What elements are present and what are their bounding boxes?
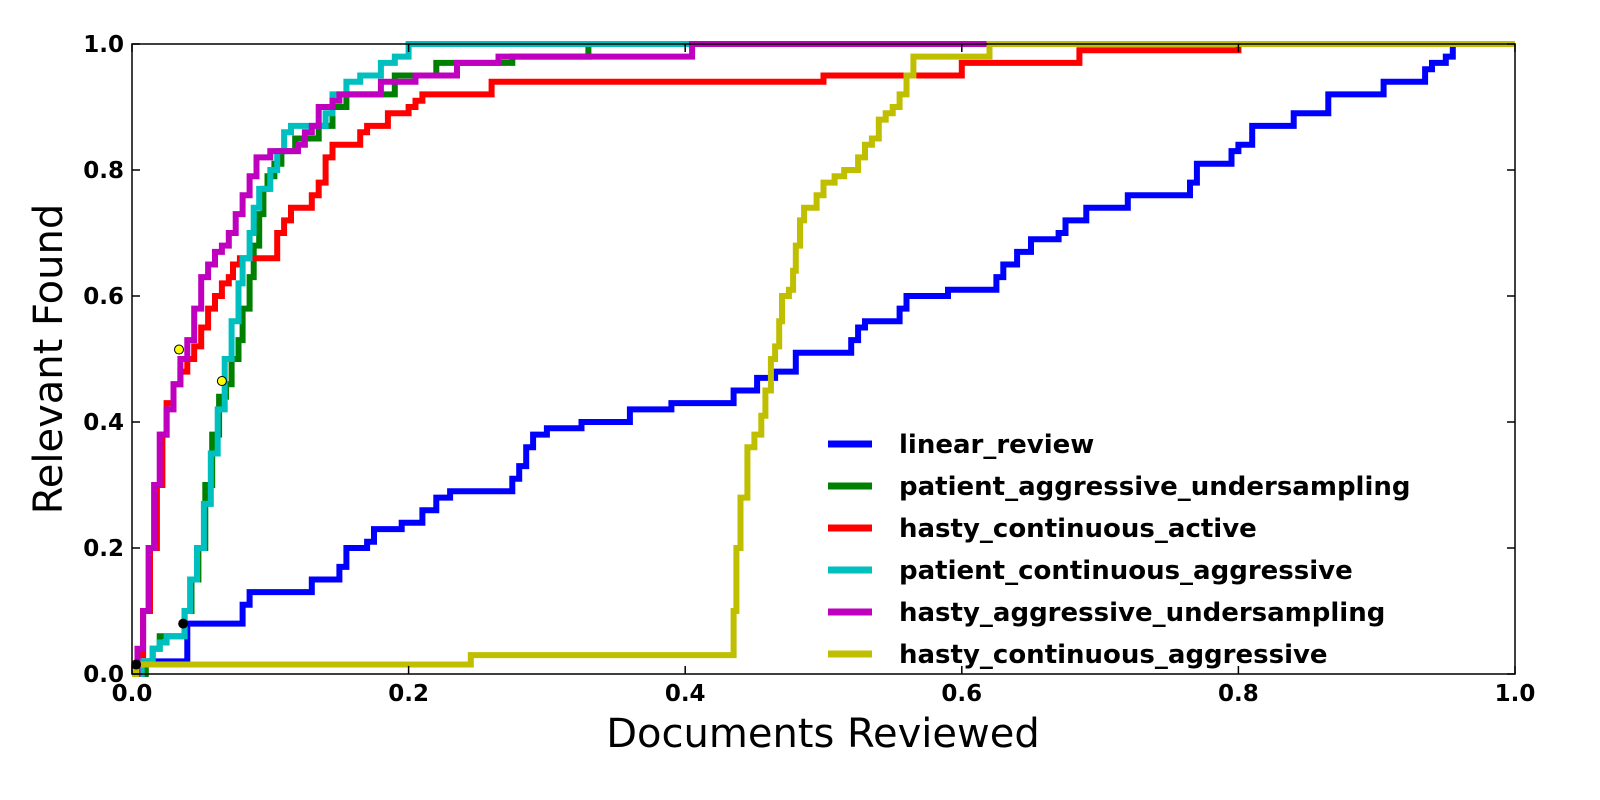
legend: linear_review patient_aggressive_undersam… <box>828 430 1411 670</box>
y-tick-label: 0.0 <box>83 662 124 688</box>
x-tick-label: 0.2 <box>388 681 429 707</box>
axis-ticks: 0.0 0.2 0.4 0.6 0.8 1.0 0.0 0.2 0.4 0.6 0.8 1.0 <box>83 32 1535 707</box>
legend-label: patient_continuous_aggressive <box>899 556 1353 586</box>
x-tick-label: 0.8 <box>1218 681 1259 707</box>
x-axis-label: Documents Reviewed <box>606 711 1040 757</box>
y-tick-label: 0.4 <box>83 410 124 436</box>
legend-label: linear_review <box>899 430 1094 460</box>
point-marker <box>178 618 189 629</box>
series-line-patient_continuous_aggressive <box>132 41 1515 677</box>
series-line-hasty_aggressive_undersampling <box>132 41 1515 677</box>
point-marker <box>174 344 185 355</box>
y-tick-label: 0.8 <box>83 158 124 184</box>
point-marker <box>216 376 227 387</box>
series-lines <box>132 41 1515 677</box>
point-markers <box>131 344 227 670</box>
x-tick-label: 0.6 <box>941 681 982 707</box>
legend-label: hasty_aggressive_undersampling <box>899 598 1385 628</box>
y-axis-label: Relevant Found <box>26 204 72 514</box>
legend-label: hasty_continuous_active <box>899 514 1257 544</box>
legend-label: patient_aggressive_undersampling <box>899 472 1411 502</box>
plot-frame <box>131 43 1516 675</box>
x-tick-label: 0.4 <box>665 681 706 707</box>
y-tick-label: 0.6 <box>83 284 124 310</box>
series-line-linear_review <box>132 41 1515 677</box>
y-tick-label: 0.2 <box>83 536 124 562</box>
x-tick-label: 1.0 <box>1495 681 1536 707</box>
plot-area <box>132 44 1515 674</box>
series-line-hasty_continuous_aggressive <box>132 41 1515 677</box>
point-marker <box>131 659 142 670</box>
legend-label: hasty_continuous_aggressive <box>899 640 1328 670</box>
x-tick-label: 0.0 <box>112 681 153 707</box>
y-tick-label: 1.0 <box>83 32 124 58</box>
